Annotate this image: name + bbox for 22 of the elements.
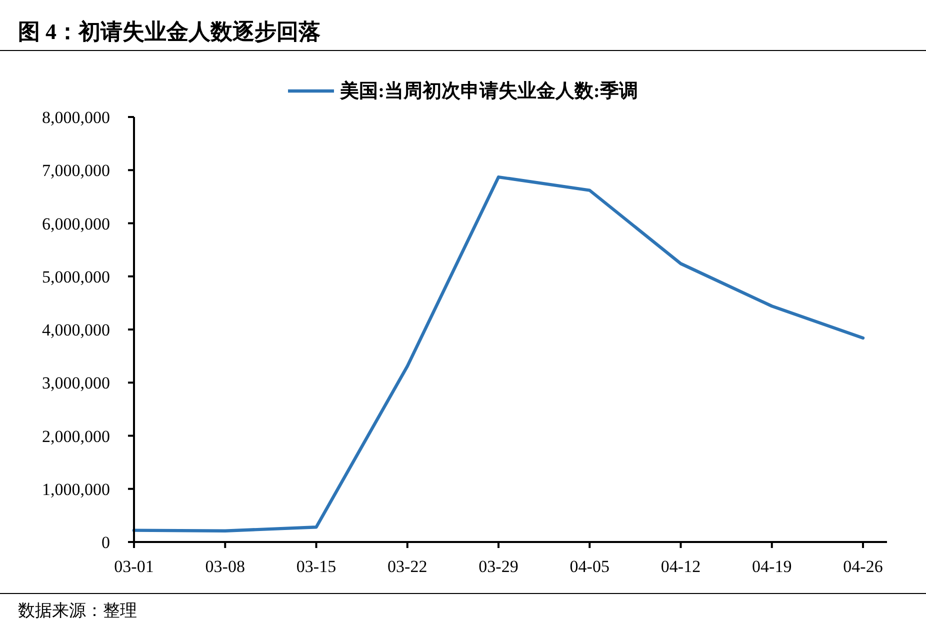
x-tick-label: 03-22 xyxy=(388,557,428,576)
y-tick-label: 8,000,000 xyxy=(42,108,110,128)
chart-title: 图 4：初请失业金人数逐步回落 xyxy=(18,19,320,45)
x-tick-label: 04-19 xyxy=(752,557,792,576)
x-tick-label: 04-26 xyxy=(843,557,883,576)
y-tick-label: 3,000,000 xyxy=(42,374,110,393)
y-tick-label: 0 xyxy=(102,533,110,552)
legend-label: 美国:当周初次申请失业金人数:季调 xyxy=(340,79,638,104)
y-tick-label: 4,000,000 xyxy=(42,320,110,340)
line-series xyxy=(132,175,865,532)
x-tick-label: 04-05 xyxy=(570,557,610,576)
y-tick-label: 5,000,000 xyxy=(42,267,110,286)
y-tick-label: 7,000,000 xyxy=(42,161,110,180)
y-tick-label: 1,000,000 xyxy=(42,480,110,499)
y-tick-label: 2,000,000 xyxy=(42,426,110,446)
x-tick-label: 03-01 xyxy=(114,557,154,576)
y-tick-label: 6,000,000 xyxy=(42,214,110,234)
x-tick-label: 03-29 xyxy=(478,557,518,576)
source-note: 数据来源：整理 xyxy=(18,600,137,622)
x-tick-label: 03-08 xyxy=(205,557,245,576)
x-tick-label: 03-15 xyxy=(296,557,336,576)
x-tick-label: 04-12 xyxy=(660,557,701,576)
